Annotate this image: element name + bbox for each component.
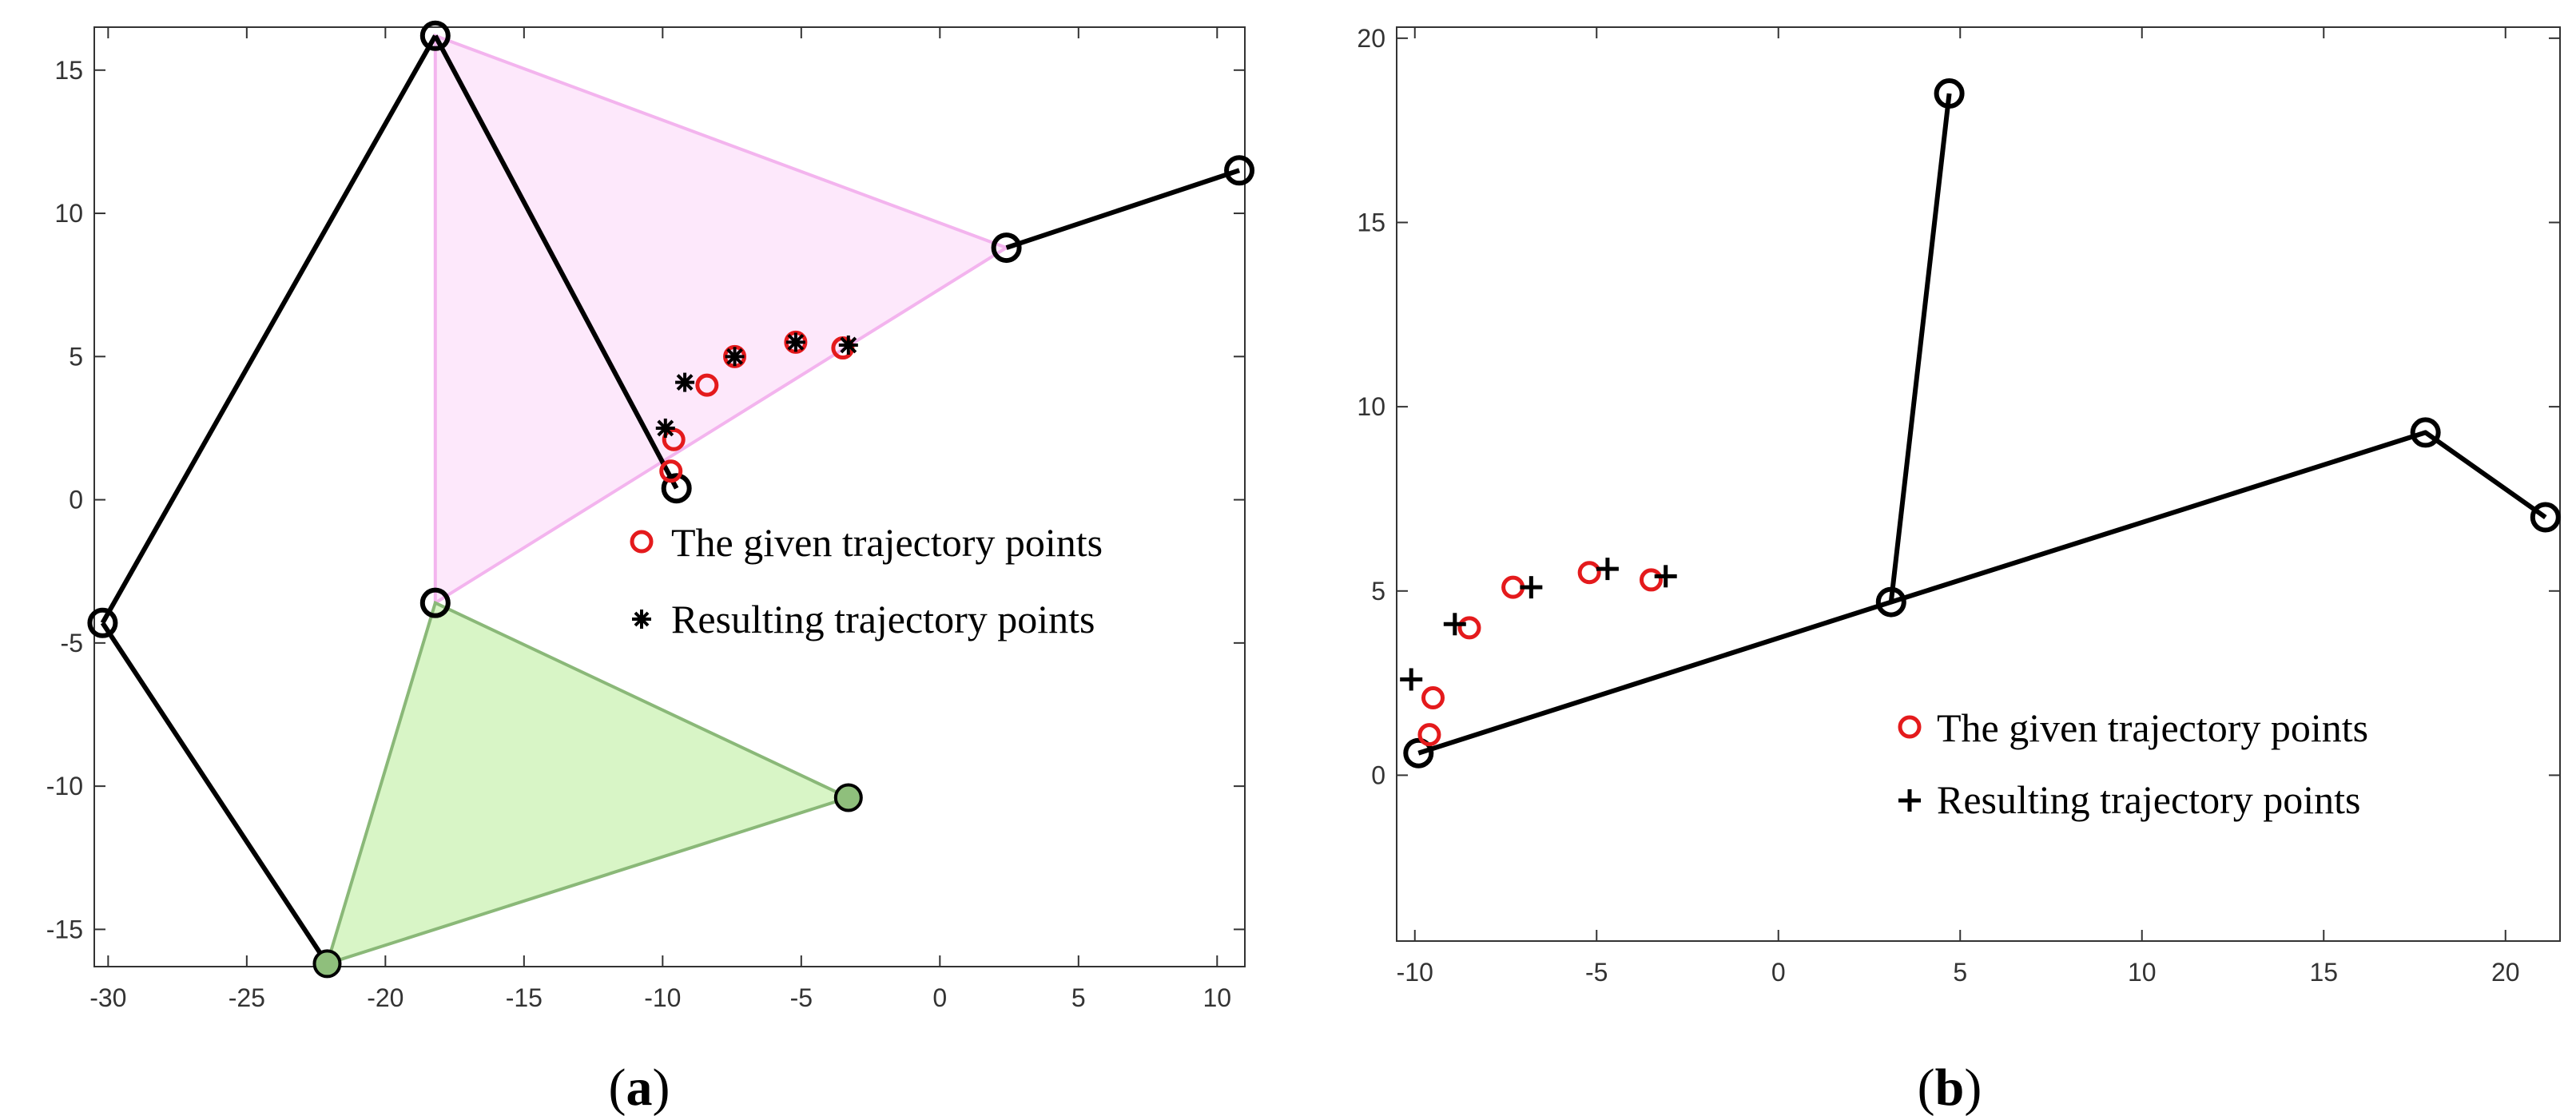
link-vertical-b	[1888, 93, 1952, 602]
caption-b: (b)	[1918, 1058, 1982, 1116]
x-tick-label-b-1: -5	[1585, 958, 1608, 987]
x-tick-label-a-8: 10	[1203, 983, 1232, 1012]
legend-label-given-a: The given trajectory points	[671, 520, 1103, 565]
resulting-point-b-1	[1443, 613, 1466, 636]
joint-a-2	[991, 232, 1022, 264]
joint-b-2	[1934, 78, 1965, 109]
legend-label-given-b: The given trajectory points	[1937, 705, 2368, 750]
chart-content-a	[87, 20, 1255, 979]
given-point-a-0	[659, 459, 683, 483]
legend-circle-marker-b	[1898, 715, 1922, 739]
resulting-point-a-4	[838, 335, 858, 355]
y-tick-label-a-2: -5	[61, 629, 83, 657]
x-tick-label-b-6: 20	[2491, 958, 2520, 987]
y-tick-label-b-2: 10	[1357, 392, 1385, 421]
x-tick-label-b-3: 5	[1953, 958, 1967, 987]
y-tick-label-a-1: -10	[46, 772, 83, 800]
link-inner-arm-a	[433, 34, 679, 490]
x-tick-label-b-4: 10	[2128, 958, 2157, 987]
joint-a-4	[419, 587, 451, 618]
joint-a-0	[419, 20, 451, 51]
x-tick-label-a-1: -25	[229, 983, 265, 1012]
axis-ticks-a: -30 -25 -20 -15 -10 -5 0 5 10 -15 -10 -5 0 5 10 15	[46, 27, 1245, 1012]
joint-b-0	[1403, 737, 1434, 768]
y-tick-label-a-3: 0	[69, 486, 83, 514]
y-tick-label-a-6: 15	[54, 56, 83, 85]
panel-a: -30 -25 -20 -15 -10 -5 0 5 10 -15 -10 -5 0 5 10 15 The …	[46, 20, 1255, 1116]
given-point-a-1	[662, 427, 686, 451]
y-tick-label-b-0: 0	[1371, 761, 1385, 789]
legend-label-resulting-b: Resulting trajectory points	[1937, 777, 2360, 822]
joint-a-3	[1224, 155, 1255, 186]
link-base-b	[1417, 430, 2547, 756]
legend-b: The given trajectory points Resulting tr…	[1898, 705, 2368, 822]
resulting-point-a-3	[785, 332, 805, 352]
legend-a: The given trajectory points Resulting tr…	[630, 520, 1103, 641]
given-point-a-2	[695, 373, 719, 397]
resulting-point-b-0	[1400, 668, 1423, 691]
green-triangle-a	[324, 600, 853, 967]
y-tick-label-b-4: 20	[1357, 24, 1385, 53]
given-point-b-4	[1577, 561, 1601, 585]
x-tick-label-a-6: 0	[932, 983, 947, 1012]
filled-joint-a-0	[312, 949, 342, 979]
resulting-point-a-2	[725, 347, 745, 367]
joint-a-1	[87, 607, 118, 638]
x-tick-label-b-0: -10	[1397, 958, 1433, 987]
resulting-point-a-1	[675, 372, 695, 392]
joint-a-5	[661, 473, 692, 504]
link-left-lower-a	[100, 622, 329, 966]
y-tick-label-a-0: -15	[46, 915, 83, 943]
joint-b-3	[2410, 417, 2441, 448]
resulting-point-b-2	[1520, 576, 1543, 599]
joint-b-1	[1875, 586, 1906, 618]
given-point-b-0	[1417, 723, 1441, 747]
x-tick-label-a-5: -5	[790, 983, 813, 1012]
x-tick-label-b-5: 15	[2309, 958, 2338, 987]
legend-plus-marker-b	[1898, 789, 1921, 812]
link-right-arm-a	[1005, 168, 1241, 250]
x-tick-label-a-4: -10	[644, 983, 681, 1012]
chart-content-b	[1400, 78, 2561, 768]
axis-ticks-b: -10 -5 0 5 10 15 20 0 5 10 15 20	[1357, 24, 2560, 987]
y-tick-label-b-1: 5	[1371, 577, 1385, 606]
legend-asterisk-marker-a	[632, 610, 651, 629]
caption-a: (a)	[609, 1058, 670, 1116]
pink-triangle-a	[433, 33, 1011, 606]
x-tick-label-a-2: -20	[367, 983, 403, 1012]
x-tick-label-a-3: -15	[506, 983, 543, 1012]
x-tick-label-b-2: 0	[1771, 958, 1786, 987]
x-tick-label-a-7: 5	[1071, 983, 1086, 1012]
given-point-b-1	[1421, 686, 1445, 710]
plot-area-b	[1396, 26, 2561, 942]
x-tick-label-a-0: -30	[89, 983, 126, 1012]
y-tick-label-a-5: 10	[54, 199, 83, 228]
resulting-point-b-4	[1654, 565, 1677, 588]
resulting-point-a-0	[655, 418, 675, 438]
link-left-upper-a	[100, 34, 438, 625]
given-point-b-5	[1640, 568, 1663, 592]
panel-b: -10 -5 0 5 10 15 20 0 5 10 15 20 The given trajecto…	[1357, 24, 2561, 1116]
joint-b-4	[2530, 502, 2561, 533]
resulting-point-b-3	[1596, 558, 1619, 581]
legend-circle-marker-a	[630, 530, 654, 554]
y-tick-label-b-3: 15	[1357, 208, 1385, 236]
legend-label-resulting-a: Resulting trajectory points	[671, 597, 1095, 641]
y-tick-label-a-4: 5	[69, 342, 83, 371]
given-point-b-2	[1457, 616, 1481, 640]
filled-joint-a-1	[833, 783, 863, 812]
